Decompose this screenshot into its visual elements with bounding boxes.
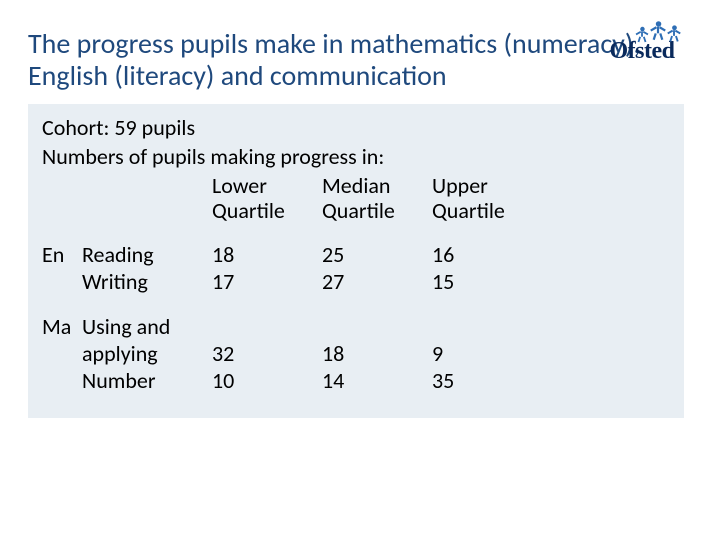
cell-lower: 10 xyxy=(212,367,322,394)
col-upper-l2: Quartile xyxy=(432,199,542,223)
cell-median: 18 xyxy=(322,340,432,367)
data-grid: Lower Quartile Median Quartile Upper Qua… xyxy=(42,172,666,393)
col-median-l1: Median xyxy=(322,174,432,198)
cell-median: 14 xyxy=(322,367,432,394)
logo-figures xyxy=(602,22,682,42)
cell-upper: 15 xyxy=(432,268,542,295)
col-lower: Lower Quartile xyxy=(212,172,322,222)
cell-lower: 32 xyxy=(212,340,322,367)
data-panel: Cohort: 59 pupils Numbers of pupils maki… xyxy=(28,104,684,417)
col-median-l2: Quartile xyxy=(322,199,432,223)
subhead: Numbers of pupils making progress in: xyxy=(42,143,666,170)
cell-upper: 35 xyxy=(432,367,542,394)
cell-median: 27 xyxy=(322,268,432,295)
cell-lower: 18 xyxy=(212,241,322,268)
row-label: Using and xyxy=(82,313,212,340)
cell-lower: 17 xyxy=(212,268,322,295)
col-upper-l1: Upper xyxy=(432,174,542,198)
row-label: Number xyxy=(82,367,212,394)
cell-upper: 16 xyxy=(432,241,542,268)
cell-median xyxy=(322,313,432,340)
slide-title: The progress pupils make in mathematics … xyxy=(28,28,668,92)
group-code: En xyxy=(42,241,82,268)
col-lower-l1: Lower xyxy=(212,174,322,198)
ofsted-logo: Ofsted xyxy=(602,22,682,65)
col-upper: Upper Quartile xyxy=(432,172,542,222)
col-median: Median Quartile xyxy=(322,172,432,222)
cell-upper xyxy=(432,313,542,340)
col-lower-l2: Quartile xyxy=(212,199,322,223)
row-label: applying xyxy=(82,340,212,367)
cell-upper: 9 xyxy=(432,340,542,367)
row-label: Writing xyxy=(82,268,212,295)
cohort-line: Cohort: 59 pupils xyxy=(42,114,666,141)
slide: Ofsted The progress pupils make in mathe… xyxy=(0,0,720,540)
row-label: Reading xyxy=(82,241,212,268)
cell-lower xyxy=(212,313,322,340)
group-code: Ma xyxy=(42,313,82,340)
cell-median: 25 xyxy=(322,241,432,268)
